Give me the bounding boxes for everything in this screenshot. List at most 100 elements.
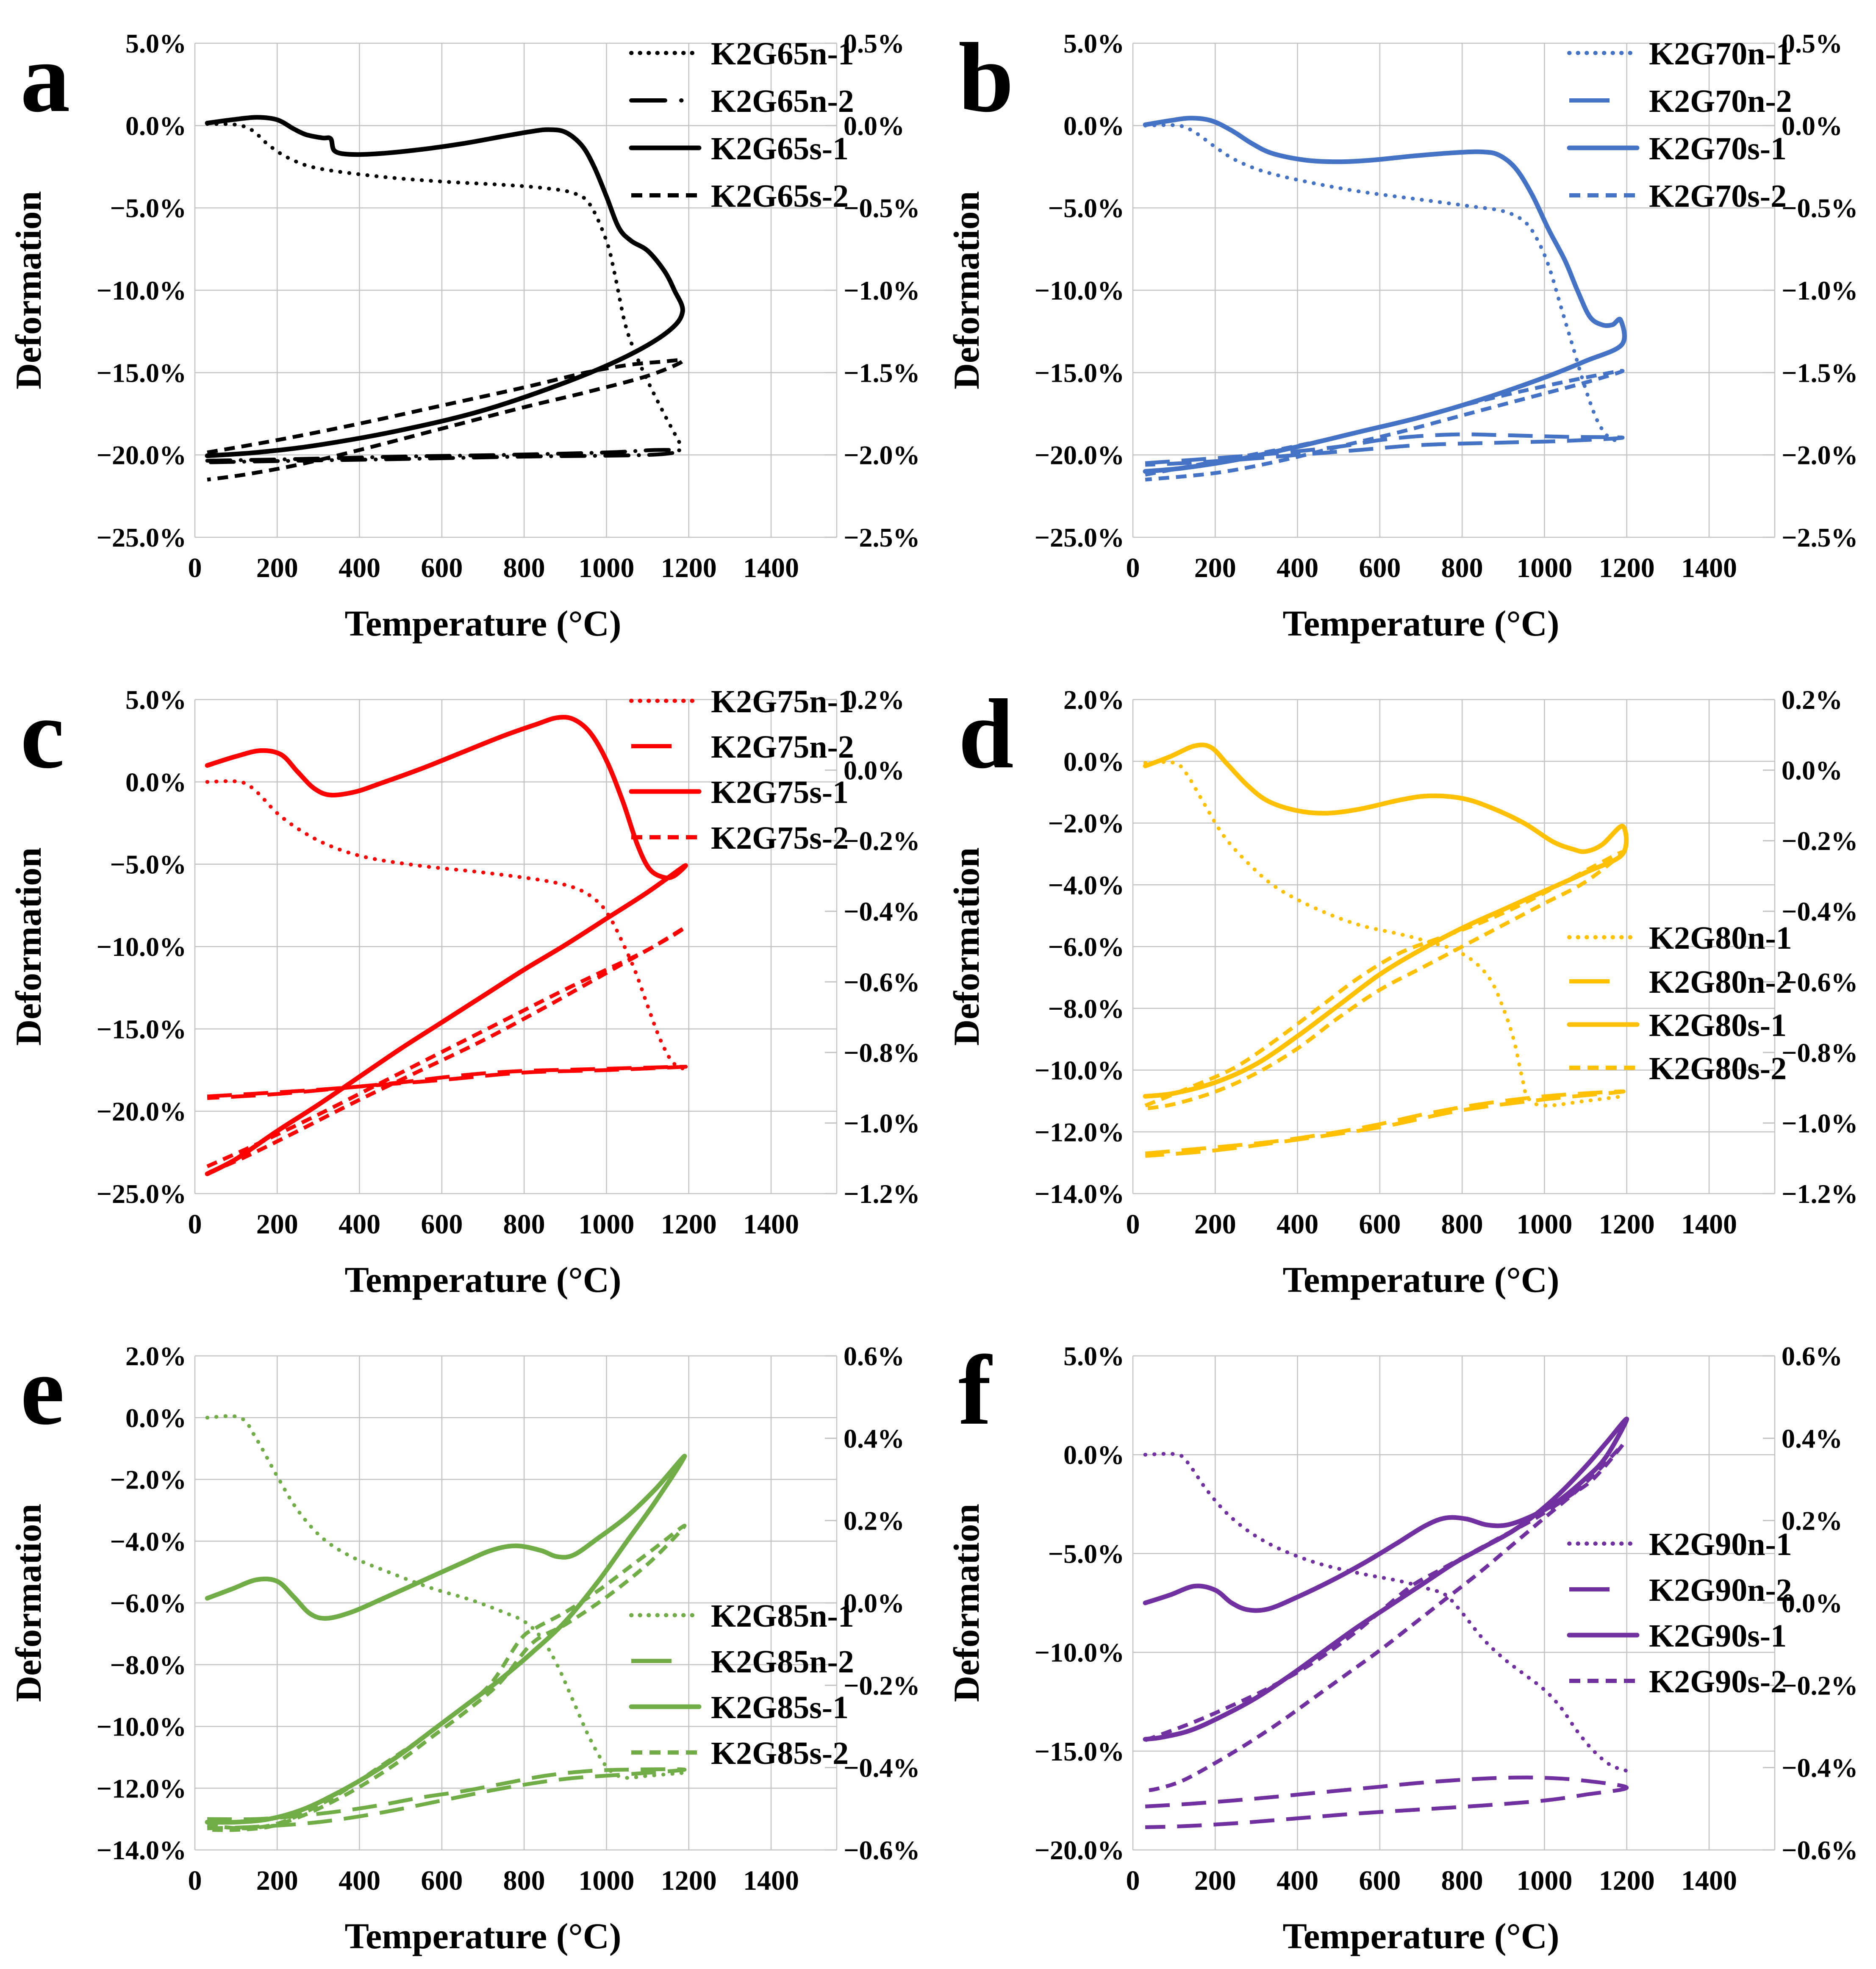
y-right-tick-label: −0.8% xyxy=(844,1038,920,1068)
legend-label: K2G70s-1 xyxy=(1649,131,1787,167)
legend-label: K2G85n-1 xyxy=(711,1598,854,1634)
x-tick-label: 1400 xyxy=(743,1209,799,1240)
series-curve-K2G65n-1 xyxy=(205,122,685,450)
x-tick-label: 1000 xyxy=(1516,1865,1572,1896)
y-axis-title: Deformation xyxy=(946,847,987,1046)
y-right-tick-label: −0.4% xyxy=(1782,1753,1858,1783)
panel-letter: c xyxy=(20,679,64,789)
legend-label: K2G90n-1 xyxy=(1649,1527,1792,1562)
x-tick-label: 1400 xyxy=(1681,1865,1737,1896)
x-tick-label: 1000 xyxy=(578,1865,634,1896)
y-left-tick-label: −25.0% xyxy=(97,522,186,553)
series-curve-K2G80s-2 xyxy=(1144,850,1625,1111)
y-right-tick-label: 0.6% xyxy=(1782,1341,1843,1371)
x-tick-label: 600 xyxy=(421,1865,463,1896)
panel-letter: e xyxy=(20,1335,64,1445)
x-tick-label: 400 xyxy=(339,1865,380,1896)
y-right-tick-label: 0.4% xyxy=(1782,1423,1843,1453)
y-right-tick-label: 0.0% xyxy=(844,1588,905,1618)
x-tick-label: 1200 xyxy=(661,1209,717,1240)
legend-label: K2G75n-1 xyxy=(711,684,854,719)
y-right-tick-label: −1.5% xyxy=(1782,358,1858,388)
y-right-tick-label: −1.2% xyxy=(844,1179,920,1209)
x-axis-title: Temperature (°C) xyxy=(1283,603,1560,644)
y-left-tick-label: −5.0% xyxy=(110,193,186,223)
series-curve-K2G85s-2 xyxy=(207,1524,687,1832)
x-tick-label: 1000 xyxy=(578,553,634,583)
y-right-tick-label: −0.6% xyxy=(844,1835,920,1865)
y-right-tick-label: −1.2% xyxy=(1782,1179,1858,1209)
y-left-tick-label: −10.0% xyxy=(97,1712,186,1742)
y-left-tick-label: −20.0% xyxy=(97,1097,186,1127)
series-curve-K2G75s-1 xyxy=(205,715,688,1176)
x-tick-label: 800 xyxy=(1441,1865,1483,1896)
x-tick-label: 800 xyxy=(1441,1209,1483,1240)
y-axis-title: Deformation xyxy=(8,847,49,1046)
y-axis-title: Deformation xyxy=(946,1504,987,1702)
y-left-tick-label: −25.0% xyxy=(1035,522,1124,553)
y-right-tick-label: −2.0% xyxy=(1782,440,1858,470)
x-tick-label: 800 xyxy=(503,1209,545,1240)
legend-label: K2G85s-2 xyxy=(711,1736,849,1771)
y-left-tick-label: 5.0% xyxy=(125,685,186,715)
y-axis-title: Deformation xyxy=(8,1504,49,1702)
legend-label: K2G85n-2 xyxy=(711,1644,854,1680)
panel-letter: a xyxy=(20,22,70,133)
y-left-tick-label: 0.0% xyxy=(1063,747,1124,777)
legend-label: K2G80n-2 xyxy=(1649,964,1792,1000)
x-tick-label: 1400 xyxy=(743,553,799,583)
x-tick-label: 0 xyxy=(1126,1209,1140,1240)
legend-label: K2G75s-2 xyxy=(711,820,849,856)
x-tick-label: 1400 xyxy=(1681,1209,1737,1240)
series-curve-K2G70s-2 xyxy=(1145,369,1625,482)
series-curve-K2G70s-1 xyxy=(1143,116,1627,474)
legend-label: K2G75s-1 xyxy=(711,775,849,810)
y-left-tick-label: −2.0% xyxy=(1048,808,1124,839)
y-left-tick-label: −10.0% xyxy=(97,275,186,305)
y-left-tick-label: −15.0% xyxy=(1035,358,1124,388)
y-left-tick-label: −4.0% xyxy=(110,1526,186,1556)
legend-label: K2G80n-1 xyxy=(1649,920,1792,956)
series-curve-K2G70n-2 xyxy=(1145,432,1625,467)
y-right-tick-label: −0.5% xyxy=(844,193,920,223)
panel-letter: b xyxy=(958,22,1014,133)
x-tick-label: 200 xyxy=(256,1209,298,1240)
y-right-tick-label: 0.0% xyxy=(844,755,905,786)
series-curve-K2G80n-2 xyxy=(1145,1089,1626,1158)
y-axis-title: Deformation xyxy=(946,191,987,389)
y-left-tick-label: 0.0% xyxy=(1063,1440,1124,1470)
y-right-tick-label: −0.2% xyxy=(844,1670,920,1700)
y-right-tick-label: 0.2% xyxy=(1782,685,1843,715)
series-curve-K2G90n-2 xyxy=(1145,1775,1629,1829)
x-tick-label: 400 xyxy=(1277,553,1318,583)
y-right-tick-label: −0.6% xyxy=(1782,967,1858,997)
x-tick-label: 0 xyxy=(188,1865,202,1896)
y-left-tick-label: 5.0% xyxy=(125,28,186,58)
legend-label: K2G65n-1 xyxy=(711,36,854,72)
y-right-tick-label: −0.5% xyxy=(1782,193,1858,223)
y-right-tick-label: 0.0% xyxy=(844,111,905,141)
y-left-tick-label: −15.0% xyxy=(97,1014,186,1044)
x-tick-label: 400 xyxy=(339,1209,380,1240)
y-left-tick-label: 0.0% xyxy=(125,1403,186,1433)
y-left-tick-label: −5.0% xyxy=(1048,1539,1124,1569)
x-tick-label: 0 xyxy=(1126,553,1140,583)
x-tick-label: 1400 xyxy=(743,1865,799,1896)
x-tick-label: 200 xyxy=(1194,553,1236,583)
y-left-tick-label: −15.0% xyxy=(97,358,186,388)
y-right-tick-label: 0.2% xyxy=(844,1506,905,1536)
x-tick-label: 1000 xyxy=(1516,553,1572,583)
y-left-tick-label: −6.0% xyxy=(1048,932,1124,962)
series-curve-K2G90s-2 xyxy=(1144,1443,1625,1793)
series-curve-K2G90s-1 xyxy=(1143,1416,1629,1742)
y-left-tick-label: −15.0% xyxy=(1035,1736,1124,1766)
y-left-tick-label: −20.0% xyxy=(1035,440,1124,470)
y-left-tick-label: 5.0% xyxy=(1063,28,1124,58)
y-left-tick-label: −20.0% xyxy=(1035,1835,1124,1865)
chart-panel-b: 5.0% 0.0% −5.0% −10.0% −15.0% −20.0% −25.0%0 20… xyxy=(938,0,1876,656)
x-tick-label: 0 xyxy=(188,1209,202,1240)
y-right-tick-label: −0.8% xyxy=(1782,1038,1858,1068)
y-right-tick-label: −0.4% xyxy=(1782,897,1858,927)
y-left-tick-label: −12.0% xyxy=(1035,1117,1124,1147)
legend-label: K2G80s-1 xyxy=(1649,1008,1787,1043)
